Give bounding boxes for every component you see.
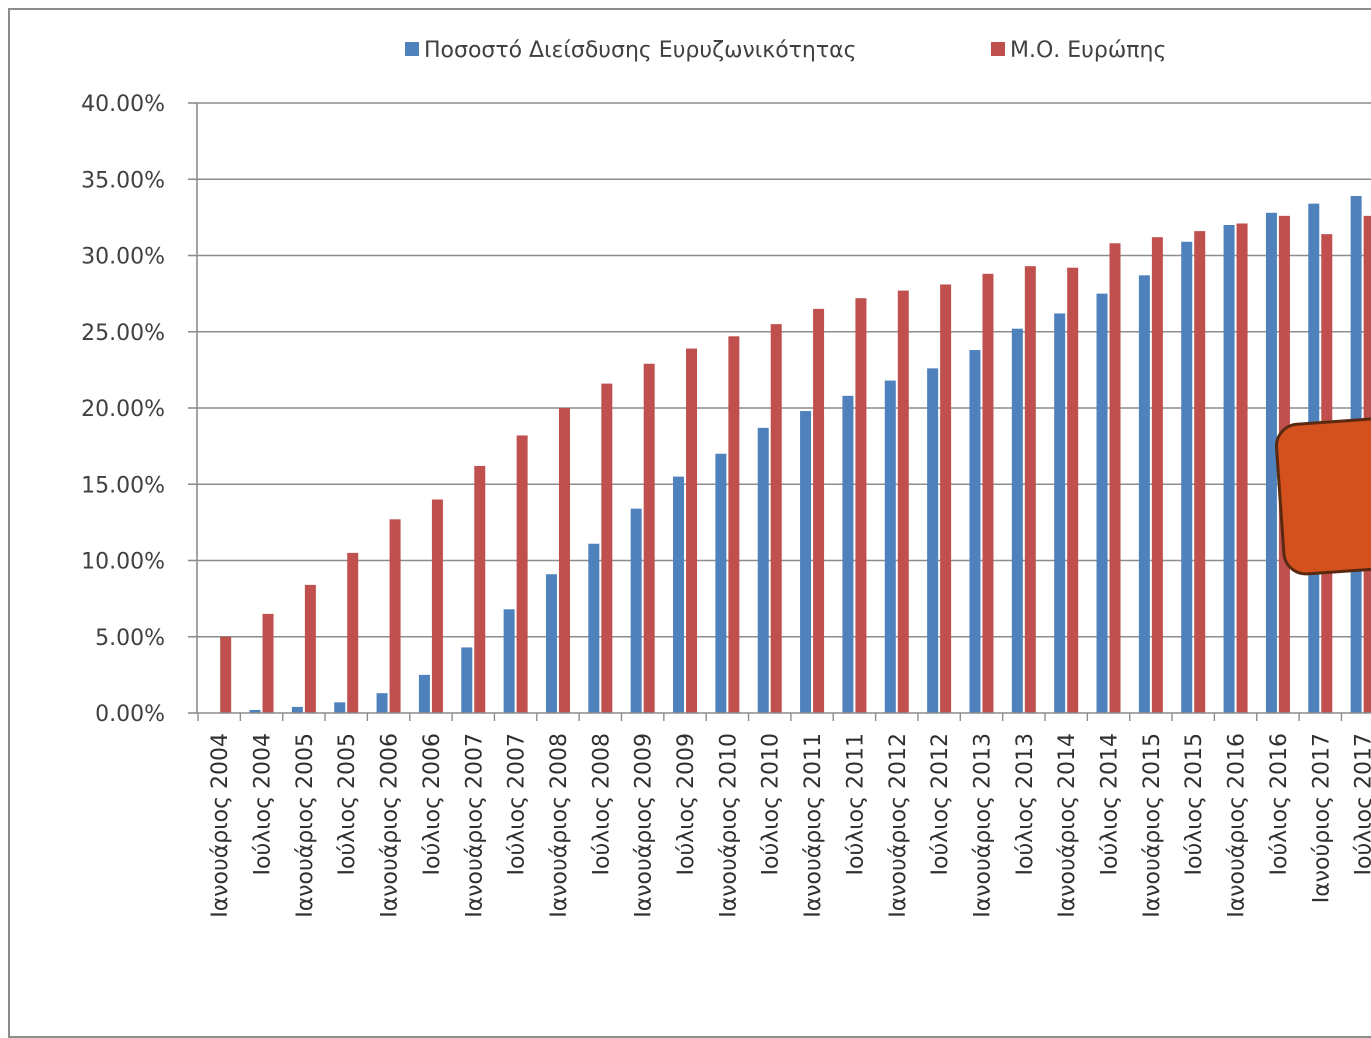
y-tick-label: 0.00% <box>95 702 165 727</box>
callout-shape <box>1274 414 1371 576</box>
x-tick-label: Ιανουάριος 2009 <box>632 733 657 918</box>
x-tick-label: Ιανουάριος 2007 <box>462 733 487 918</box>
bar <box>1096 293 1108 713</box>
y-tick-label: 15.00% <box>81 473 165 498</box>
bar <box>262 613 274 713</box>
y-tick-label: 35.00% <box>81 168 165 193</box>
bar <box>1109 243 1121 714</box>
bar <box>588 543 600 713</box>
bar <box>673 476 685 713</box>
legend-label: Μ.Ο. Ευρώπης <box>1010 38 1166 63</box>
bar <box>643 363 655 713</box>
bar <box>686 348 698 713</box>
bar <box>927 368 939 713</box>
x-tick-label: Ιανουάριος 2011 <box>801 733 826 918</box>
bars <box>220 196 1371 714</box>
bar <box>1024 266 1036 713</box>
legend-swatch <box>991 42 1005 56</box>
x-tick-labels: Ιανουάριος 2004 Ιούλιος 2004 Ιανουάριος 20… <box>208 733 1371 918</box>
x-tick-label: Ιανούριος 2017 <box>1309 733 1334 903</box>
x-tick-label: Ιούλιος 2013 <box>1013 733 1038 876</box>
bar <box>884 380 896 713</box>
bar <box>969 350 981 713</box>
bar <box>1151 237 1163 713</box>
x-tick-label: Ιανουάριος 2013 <box>970 733 995 918</box>
legend: Ποσοστό Διείσδυσης Ευρυζωνικότητας Μ.Ο. Ε… <box>405 38 1166 63</box>
axes <box>188 102 1371 721</box>
bar <box>1194 231 1206 713</box>
x-tick-label: Ιούλιος 2014 <box>1098 733 1123 876</box>
x-tick-label: Ιανουάριος 2012 <box>886 733 911 918</box>
bar <box>291 706 303 713</box>
bar <box>601 383 613 713</box>
bar <box>897 290 909 713</box>
bar <box>474 465 486 713</box>
bar <box>376 693 388 713</box>
bar <box>630 508 642 713</box>
bar <box>728 336 740 713</box>
y-tick-label: 25.00% <box>81 321 165 346</box>
bar <box>715 453 727 713</box>
x-tick-label: Ιανουάριος 2015 <box>1140 733 1165 918</box>
bar <box>770 324 782 713</box>
x-tick-label: Ιανουάριος 2014 <box>1055 733 1080 918</box>
x-tick-label: Ιούλιος 2016 <box>1267 733 1292 876</box>
y-tick-label: 10.00% <box>81 550 165 575</box>
bar <box>982 273 994 713</box>
x-tick-label: Ιούλιος 2008 <box>589 733 614 876</box>
bar <box>418 674 430 713</box>
y-tick-label: 20.00% <box>81 397 165 422</box>
x-tick-label: Ιούλιος 2006 <box>420 733 445 876</box>
bar <box>347 552 359 713</box>
x-tick-label: Ιούλιος 2009 <box>674 733 699 876</box>
bar <box>334 702 346 713</box>
x-tick-label: Ιανουάριος 2004 <box>208 733 233 918</box>
bar <box>558 408 570 713</box>
callout-box <box>1274 414 1371 576</box>
x-tick-label: Ιανουάριος 2010 <box>716 733 741 918</box>
x-tick-label: Ιούλιος 2007 <box>505 733 530 876</box>
y-tick-label: 40.00% <box>81 92 165 117</box>
x-tick-label: Ιανουάριος 2005 <box>293 733 318 918</box>
bar <box>1223 225 1235 713</box>
bar <box>1181 241 1193 713</box>
x-tick-label: Ιούλιος 2017 <box>1352 733 1371 876</box>
bar <box>389 519 401 713</box>
bar <box>1054 313 1066 713</box>
bar <box>545 574 557 713</box>
bar <box>1138 275 1150 713</box>
legend-label: Ποσοστό Διείσδυσης Ευρυζωνικότητας <box>424 38 857 63</box>
bar <box>249 709 261 713</box>
x-tick-label: Ιούλιος 2010 <box>759 733 784 876</box>
x-tick-label: Ιανουάριος 2016 <box>1225 733 1250 918</box>
x-tick-label: Ιούλιος 2004 <box>251 733 276 876</box>
bar <box>516 435 528 713</box>
x-tick-label: Ιούλιος 2012 <box>928 733 953 876</box>
bar <box>431 499 443 713</box>
y-tick-label: 30.00% <box>81 245 165 270</box>
bar <box>1011 328 1023 713</box>
x-tick-label: Ιανουάριος 2008 <box>547 733 572 918</box>
bar <box>220 636 232 713</box>
bar <box>757 427 769 713</box>
bar <box>1265 212 1277 714</box>
x-tick-label: Ιούλιος 2011 <box>843 733 868 876</box>
x-tick-label: Ιούλιος 2015 <box>1182 733 1207 876</box>
bar <box>813 308 825 713</box>
y-tick-label: 5.00% <box>95 626 165 651</box>
x-tick-label: Ιούλιος 2005 <box>335 733 360 876</box>
bar <box>1067 267 1079 713</box>
legend-swatch <box>405 42 419 56</box>
bar <box>1236 223 1248 713</box>
bar <box>855 298 867 713</box>
bar <box>800 411 812 713</box>
bar <box>842 395 854 713</box>
y-tick-labels: 0.00% 5.00% 10.00% 15.00% 20.00% 25.00% 30.00%… <box>81 92 165 727</box>
bar <box>461 647 473 713</box>
bar <box>503 609 515 713</box>
bar <box>940 284 952 713</box>
x-tick-label: Ιανουάριος 2006 <box>378 733 403 918</box>
bar <box>304 584 316 713</box>
